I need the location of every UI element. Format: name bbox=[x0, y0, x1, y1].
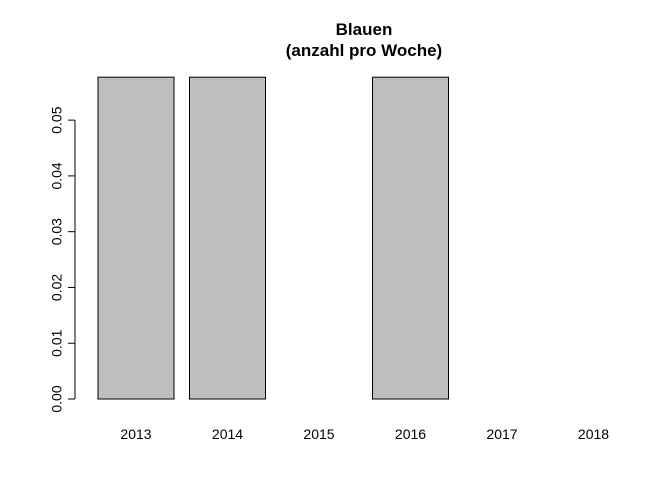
x-tick-label-2016: 2016 bbox=[395, 426, 426, 442]
x-tick-label-2018: 2018 bbox=[578, 426, 609, 442]
bar-2013 bbox=[97, 76, 175, 400]
bar-2014 bbox=[189, 76, 266, 400]
y-tick-label: 0.00 bbox=[49, 385, 65, 412]
y-axis: 0.00 0.01 0.02 0.03 0.04 0.05 bbox=[49, 106, 76, 413]
chart-title-line2: (anzahl pro Woche) bbox=[286, 41, 442, 60]
chart-title: Blauen (anzahl pro Woche) bbox=[286, 20, 442, 60]
x-tick-label-2017: 2017 bbox=[486, 426, 517, 442]
x-axis-labels: 2013 2014 2015 2016 2017 2018 bbox=[120, 426, 609, 442]
y-tick-label: 0.03 bbox=[49, 218, 65, 245]
x-tick-label-2015: 2015 bbox=[303, 426, 334, 442]
y-tick-label: 0.01 bbox=[49, 329, 65, 356]
x-tick-label-2013: 2013 bbox=[120, 426, 151, 442]
chart-title-line1: Blauen bbox=[336, 20, 393, 39]
bar-2016 bbox=[372, 76, 449, 400]
y-tick-label: 0.04 bbox=[49, 162, 65, 189]
y-tick-label: 0.05 bbox=[49, 106, 65, 133]
bars bbox=[97, 76, 449, 400]
y-tick-label: 0.02 bbox=[49, 274, 65, 301]
x-tick-label-2014: 2014 bbox=[212, 426, 243, 442]
